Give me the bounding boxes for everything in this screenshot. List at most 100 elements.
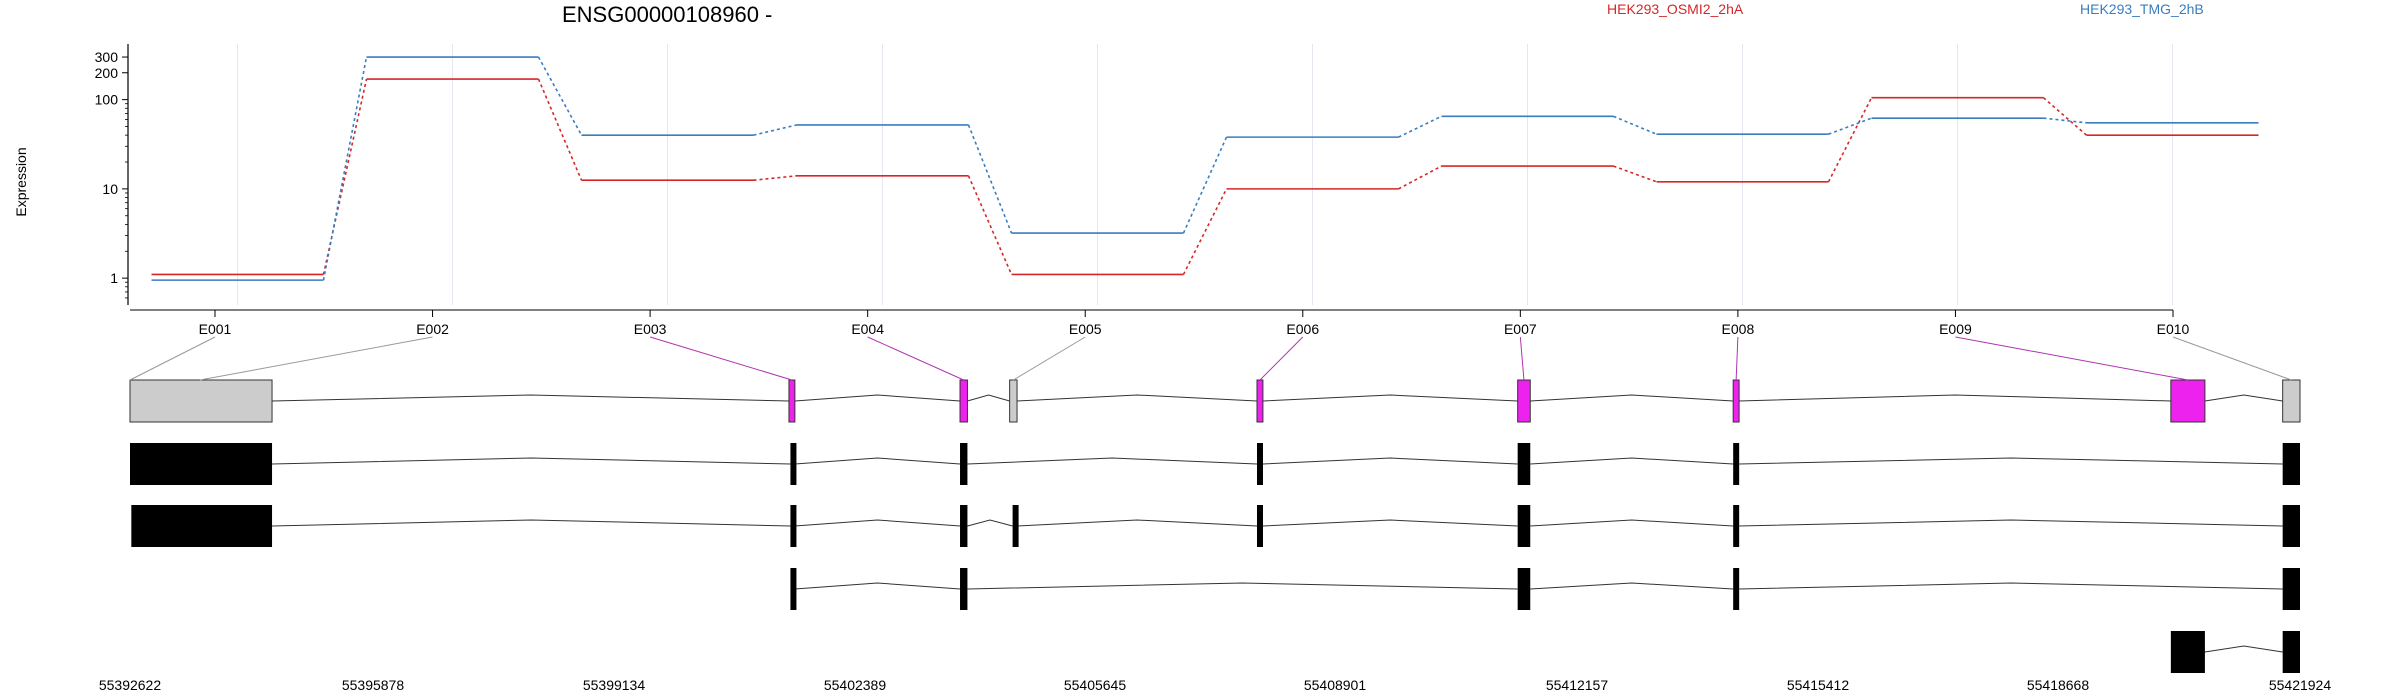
exon-box [959,379,968,423]
y-tick-label: 10 [102,181,118,197]
intron-line [794,582,961,590]
x-tick-label: E003 [634,321,667,337]
genomic-coordinate-label: 55395878 [342,677,405,693]
genomic-coordinate-label: 55408901 [1304,677,1367,693]
exon-leader-line [867,336,964,381]
y-tick-label: 200 [95,65,119,81]
series-connector [1182,188,1228,275]
series-line [151,56,2259,281]
x-tick-label: E007 [1504,321,1537,337]
transcript-exon [960,568,968,610]
exon-leader-line [1519,336,1525,381]
series-connector [537,78,583,181]
intron-line [1739,582,2283,590]
transcript-exon [1517,505,1531,547]
intron-line [2204,394,2283,402]
intron-line [1530,394,1734,402]
exon-box [788,379,796,423]
intron-line [1739,519,2283,527]
intron-line [794,394,961,402]
intron-line [1530,582,1734,590]
intron-line [1262,394,1518,402]
intron-line [1017,519,1258,527]
intron-line [967,519,1013,527]
intron-line [1739,457,2283,465]
legend-series-2: HEK293_TMG_2hB [2080,1,2204,17]
intron-line [272,457,791,465]
grid [237,44,2173,305]
intron-line [1530,457,1734,465]
genomic-coordinates: 55392622 55395878 55399134 55402389 55405645… [99,677,2332,693]
x-tick-label: E010 [2157,321,2190,337]
x-tick-label: E004 [851,321,884,337]
intron-line [1530,519,1734,527]
transcript-exon [790,443,797,485]
x-tick-label: E001 [199,321,232,337]
series-lines [151,56,2259,281]
series-connector [1828,117,1872,135]
intron-line [1739,394,2171,402]
x-tick-label: E002 [416,321,449,337]
exon-leader-line [1955,336,2188,381]
genomic-coordinate-label: 55399134 [583,677,646,693]
intron-line [272,394,789,402]
exon-leader-line [1735,336,1739,381]
intron-line [967,582,1518,590]
intron-line [272,519,791,527]
series-connector [1613,115,1657,135]
exon-box [1256,379,1264,423]
genomic-coordinate-label: 55392622 [99,677,162,693]
transcript-exon [2170,631,2205,673]
series-connector [1182,136,1228,234]
exon-leader-line [1259,336,1304,381]
series-connector [322,56,368,281]
transcript-exon [1517,568,1531,610]
intron-line [794,457,961,465]
y-tick-label: 1 [110,270,118,286]
series-connector [2043,117,2087,124]
transcript-exon [1517,443,1531,485]
transcript-exon [790,568,797,610]
transcript-track [790,568,2300,610]
transcript-track [130,443,2300,485]
series-connector [753,124,797,136]
transcript-exon [2282,505,2300,547]
transcript-exon [960,505,968,547]
intron-line [1262,519,1518,527]
x-tick-label: E006 [1286,321,1319,337]
x-tick-label: E005 [1069,321,1102,337]
gene-model [129,336,2301,673]
genomic-coordinate-label: 55405645 [1064,677,1127,693]
series-connector [2042,97,2088,136]
genomic-coordinate-label: 55421924 [2269,677,2332,693]
transcript-exon [130,443,273,485]
transcript-track [131,505,2300,547]
series-connector [967,124,1013,234]
transcript-exon [1733,568,1740,610]
intron-line [794,519,961,527]
intron-line [2204,645,2283,653]
transcript-exon [2282,568,2300,610]
intron-line [1262,457,1518,465]
intron-line [967,394,1010,402]
exon-box [2170,379,2206,423]
genomic-coordinate-label: 55402389 [824,677,887,693]
intron-line [1017,394,1258,402]
exon-box [2282,379,2301,423]
transcript-exon [960,443,968,485]
series-connector [1398,115,1442,138]
transcript-exon [2282,443,2300,485]
exon-box [1009,379,1018,423]
transcript-exon [2282,631,2300,673]
transcript-exon [1256,505,1263,547]
intron-line [967,457,1258,465]
transcript-exon [790,505,797,547]
x-tick-label: E008 [1722,321,1755,337]
transcript-exon [1256,443,1263,485]
chart-title: ENSG00000108960 - [562,2,772,27]
transcript-track [2170,631,2300,673]
series-connector [753,175,797,182]
exon-box [1517,379,1531,423]
